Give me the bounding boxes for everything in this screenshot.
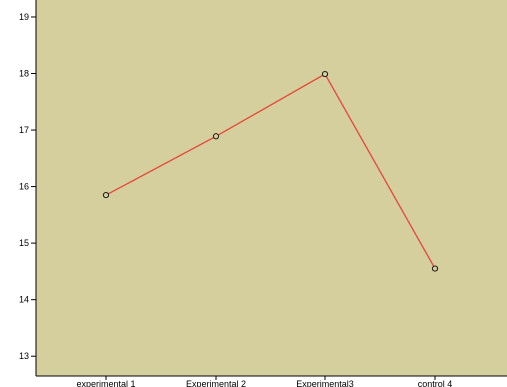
x-tick-label: Experimental 2	[186, 379, 246, 387]
y-tick-label: 18	[19, 69, 29, 79]
plot-area	[36, 0, 507, 376]
x-axis-ticks: experimental 1 Experimental 2 Experimental…	[76, 376, 452, 387]
y-tick-label: 15	[19, 238, 29, 248]
data-point-1	[102, 191, 110, 199]
x-tick-label: control 4	[418, 379, 453, 387]
y-tick-label: 17	[19, 125, 29, 135]
y-axis-ticks: 13 14 15 16 17 18 19	[19, 12, 36, 361]
data-point-4	[431, 265, 439, 272]
x-tick-label: experimental 1	[76, 379, 135, 387]
y-tick-label: 14	[19, 295, 29, 305]
x-tick-label: Experimental3	[296, 379, 354, 387]
y-tick-label: 16	[19, 182, 29, 192]
data-point-3	[321, 70, 329, 78]
data-points	[102, 70, 439, 272]
series-line	[105, 73, 436, 269]
data-point-2	[212, 133, 220, 140]
y-tick-label: 19	[19, 12, 29, 22]
y-tick-label: 13	[19, 351, 29, 361]
